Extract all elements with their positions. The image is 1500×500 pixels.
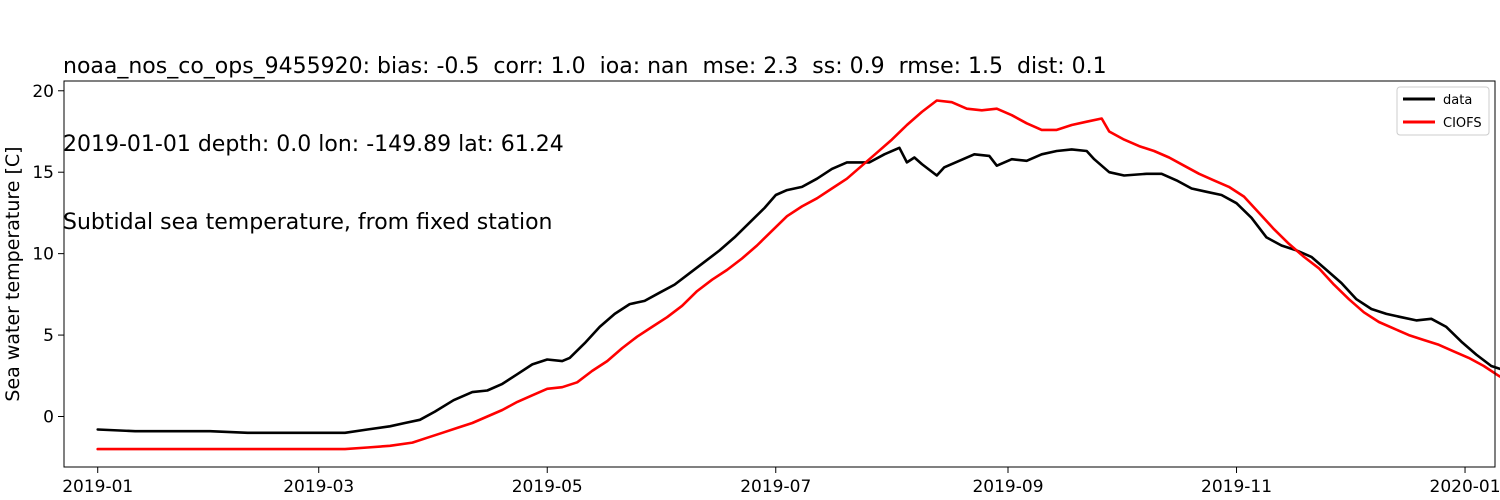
plot-area-frame <box>63 80 1496 468</box>
legend-label-data: data <box>1443 93 1472 108</box>
series-line-ciofs <box>96 99 1500 451</box>
y-tick-label: 0 <box>43 408 54 428</box>
tick-layer: 2019-01 2019-03 2019-05 2019-07 2019-09 2019-… <box>32 82 1500 497</box>
x-tick-label: 2019-07 <box>740 477 811 497</box>
title-line-1: noaa_nos_co_ops_9455920: bias: -0.5 corr… <box>63 54 1107 79</box>
y-tick-label: 15 <box>32 163 54 183</box>
chart-title: noaa_nos_co_ops_9455920: bias: -0.5 corr… <box>63 2 1107 262</box>
y-tick-label: 10 <box>32 245 54 265</box>
y-tick-label: 5 <box>43 326 54 346</box>
series-line-data <box>96 146 1500 435</box>
x-tick-label: 2019-11 <box>1201 477 1272 497</box>
legend-label-ciofs: CIOFS <box>1443 116 1482 131</box>
x-tick-label: 2020-01 <box>1430 477 1500 497</box>
x-tick-label: 2019-09 <box>972 477 1043 497</box>
y-tick-label: 20 <box>32 82 54 102</box>
x-tick-label: 2019-03 <box>283 477 354 497</box>
title-line-3: Subtidal sea temperature, from fixed sta… <box>63 210 553 235</box>
series-layer <box>96 99 1500 451</box>
legend: data CIOFS <box>1396 86 1490 136</box>
x-tick-label: 2019-01 <box>62 477 133 497</box>
x-tick-label: 2019-05 <box>512 477 583 497</box>
title-line-2: 2019-01-01 depth: 0.0 lon: -149.89 lat: … <box>63 132 564 157</box>
y-axis-label: Sea water temperature [C] <box>2 146 24 401</box>
